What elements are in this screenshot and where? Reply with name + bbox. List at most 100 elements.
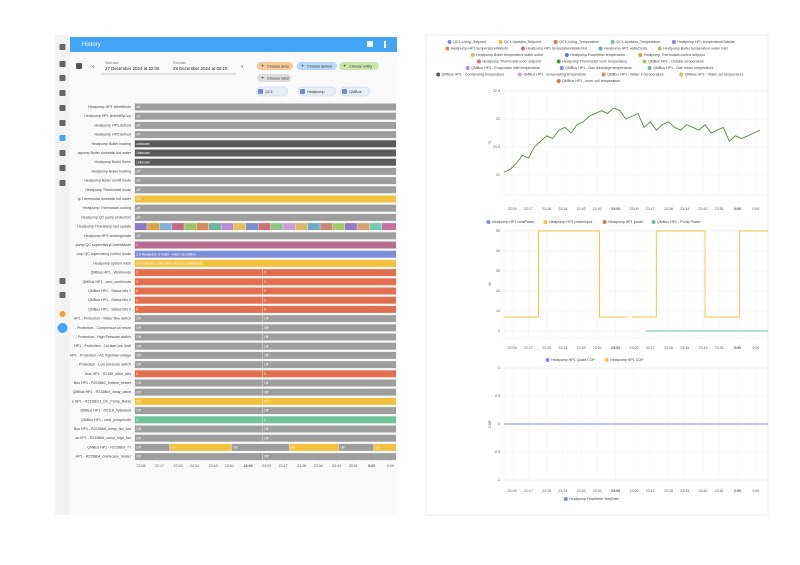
legend-label[interactable]: QMBus HP1 - Inner coil temperature (562, 79, 620, 83)
legend-swatch[interactable] (556, 59, 561, 64)
legend-label[interactable]: Heatpump HP1 waterDelta (604, 47, 647, 51)
legend-swatch[interactable] (564, 53, 569, 57)
sidebar-icon[interactable] (59, 120, 66, 126)
sidebar-icon[interactable] (59, 44, 66, 50)
legend-swatch[interactable] (477, 59, 481, 64)
sidebar-icon[interactable] (59, 61, 66, 67)
legend-swatch[interactable] (520, 46, 525, 51)
legend-swatch[interactable] (498, 40, 503, 44)
legend-swatch[interactable] (436, 72, 441, 77)
legend-label[interactable]: QMBus HP1 - Pump Power (657, 220, 702, 224)
legend-label[interactable]: Heatpump Boiler temperature water outlet (476, 53, 543, 57)
user-avatar[interactable] (57, 323, 68, 333)
legend-label[interactable]: Heatpump HP1 temperatureWaterIn (451, 47, 508, 51)
legend-swatch[interactable] (465, 66, 470, 70)
sidebar-icon[interactable] (59, 292, 66, 298)
legend-swatch[interactable] (642, 59, 647, 64)
legend-swatch[interactable] (486, 220, 491, 224)
x-tick-label: 0:09 (752, 207, 759, 211)
sidebar-icon[interactable] (59, 75, 66, 81)
menu-icon[interactable] (384, 41, 386, 48)
timeline-segment (262, 315, 397, 323)
notification-icon[interactable] (59, 311, 66, 317)
calendar-icon[interactable] (76, 63, 82, 69)
legend-label[interactable]: Heatpump FlowMeter flowRate (569, 497, 618, 501)
next-arrow[interactable]: › (241, 63, 244, 70)
filter-chip[interactable] (339, 62, 379, 70)
filter-chip[interactable] (257, 74, 291, 82)
legend-swatch[interactable] (559, 66, 564, 70)
legend-label[interactable]: Heatpump HP1 Qualit COP (551, 358, 595, 362)
legend-swatch[interactable] (638, 53, 643, 57)
legend-label[interactable]: QMBus HP1 - Condensing temperature (442, 73, 505, 77)
timeline-tick-label: 23:43 (332, 464, 341, 468)
legend-swatch[interactable] (602, 220, 607, 224)
legend-swatch[interactable] (671, 40, 676, 44)
legend-label[interactable]: Heatpump HP1 power (608, 220, 644, 224)
sidebar-icon[interactable] (59, 150, 66, 156)
legend-swatch[interactable] (556, 79, 561, 83)
legend-swatch[interactable] (563, 497, 568, 501)
legend-label[interactable]: Heatpump HP1 COP (610, 358, 644, 362)
selected-chip[interactable] (255, 86, 289, 97)
filter-chip[interactable] (257, 62, 293, 70)
row-label: HP1 - Protection - 1st start pre-heat (74, 344, 131, 348)
legend-label[interactable]: Heatpump Thermostat room temperature (562, 60, 627, 64)
sidebar-icon[interactable] (59, 278, 66, 284)
y-tick-label: -0.5 (494, 450, 500, 454)
legend-swatch[interactable] (447, 40, 452, 44)
legend-label[interactable]: QMBus HP1 - Gas return temperature (653, 66, 714, 70)
legend-label[interactable]: Heatpump HP1 heatPower (492, 220, 536, 224)
start-date[interactable]: 27 December 2024 at 22:05 (105, 66, 160, 71)
legend-swatch[interactable] (545, 358, 550, 362)
legend-label[interactable]: Heatpump FlowMeter temperature (570, 53, 625, 57)
legend-swatch[interactable] (601, 72, 606, 77)
legend-label[interactable]: QC1-Living_Temperature (559, 40, 599, 44)
filter-icon[interactable] (367, 41, 373, 47)
legend-label[interactable]: QC1-Living_Setpoint (453, 40, 486, 44)
sidebar-icon[interactable] (59, 105, 66, 111)
legend-swatch[interactable] (610, 40, 615, 44)
row-label: QMBus HP1 - Status bits 1 (88, 289, 131, 293)
legend-label[interactable]: Heatpump Thermostat control setpoint (644, 53, 705, 57)
legend-label[interactable]: QMBus HP1 - Evaporator inlet temperature (471, 66, 540, 70)
sidebar-icon[interactable] (59, 90, 66, 96)
legend-label[interactable]: QMBus HP1 - Outside temperature (648, 60, 704, 64)
legend-swatch[interactable] (657, 46, 662, 51)
legend-label[interactable]: QC1-Upstairs_Setpoint (504, 40, 541, 44)
segment-state: 2 (136, 243, 138, 247)
segment-state: Off (136, 353, 140, 357)
selected-chip[interactable] (297, 86, 337, 97)
legend-swatch[interactable] (679, 72, 684, 77)
legend-swatch[interactable] (470, 53, 475, 57)
legend-label[interactable]: QMBus HP1 - Evaporating temperature (523, 73, 586, 77)
timeline-segment (134, 315, 263, 323)
timeline-segment (369, 223, 382, 231)
sidebar-icon[interactable] (59, 180, 66, 186)
legend-label[interactable]: QMBus HP1 - Gas discharge temperature (565, 66, 632, 70)
legend-label[interactable]: Heatpump Thermostat room setpoint (483, 60, 541, 64)
legend-label[interactable]: QMBus HP1 - Water out temperature (685, 73, 744, 77)
legend-swatch[interactable] (553, 40, 558, 44)
legend-swatch[interactable] (517, 72, 522, 77)
legend-swatch[interactable] (598, 46, 603, 51)
selected-chip[interactable] (339, 86, 371, 97)
legend-label[interactable]: Heatpump Boiler temperature water inlet (663, 47, 728, 51)
sidebar-icon[interactable] (59, 135, 66, 141)
legend-swatch[interactable] (651, 220, 656, 224)
legend-swatch[interactable] (647, 66, 652, 70)
legend-swatch[interactable] (543, 220, 548, 224)
timeline-segment (134, 103, 397, 111)
row-label: Heatpump Boiler heating (91, 142, 131, 146)
end-date[interactable]: 28 December 2024 at 00:15 (173, 66, 228, 71)
legend-label[interactable]: Heatpump HP1 powerInput (549, 220, 592, 224)
legend-label[interactable]: QMBus HP1 - Water in temperature (607, 73, 664, 77)
legend-label[interactable]: QC1-Upstairs_Temperature (616, 40, 660, 44)
prev-arrow[interactable]: ‹ (92, 63, 95, 70)
legend-label[interactable]: Heatpump HP1 temperatureWaterOut (526, 47, 586, 51)
legend-label[interactable]: Heatpump HP1 temperatureOutside (677, 40, 734, 44)
legend-swatch[interactable] (604, 358, 609, 362)
sidebar-icon[interactable] (59, 165, 66, 171)
legend-swatch[interactable] (445, 46, 450, 51)
filter-chip[interactable] (297, 62, 337, 70)
